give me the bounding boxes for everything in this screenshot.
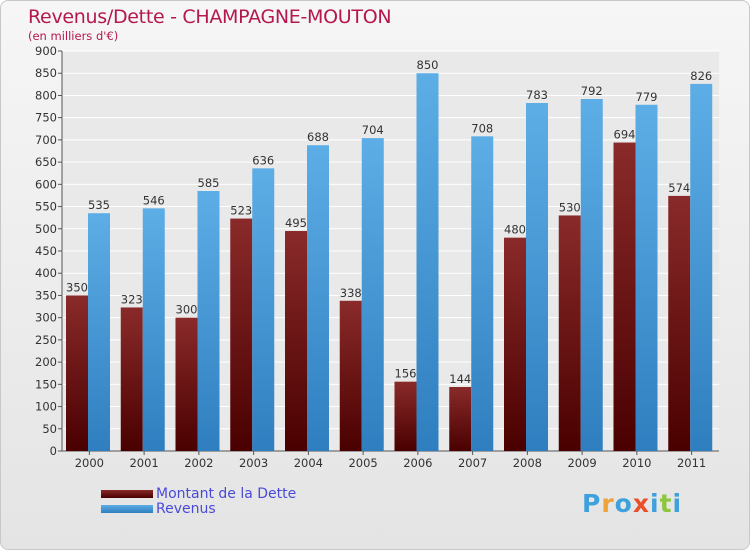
bar-revenue bbox=[690, 83, 713, 451]
y-tick-label: 900 bbox=[35, 44, 57, 58]
bar-revenue bbox=[471, 136, 494, 452]
data-label-revenue: 826 bbox=[690, 69, 712, 83]
bar-revenue bbox=[361, 138, 384, 451]
logo-letter: x bbox=[632, 489, 650, 518]
logo-letter: o bbox=[614, 489, 633, 518]
legend-swatch-debt bbox=[101, 490, 153, 498]
legend-label-debt: Montant de la Dette bbox=[156, 486, 297, 502]
y-tick-label: 650 bbox=[35, 155, 57, 169]
legend-label-revenue: Revenus bbox=[156, 501, 216, 517]
data-label-debt: 480 bbox=[504, 223, 526, 237]
y-tick-label: 500 bbox=[35, 222, 57, 236]
chart-subtitle: (en milliers d'€) bbox=[28, 29, 119, 43]
bar-revenue bbox=[142, 208, 165, 451]
bar-debt bbox=[613, 142, 636, 452]
data-label-revenue: 535 bbox=[88, 198, 110, 212]
data-label-revenue: 688 bbox=[307, 130, 329, 144]
data-label-debt: 144 bbox=[449, 372, 471, 386]
logo-letter: i bbox=[650, 489, 660, 518]
data-label-debt: 574 bbox=[668, 181, 690, 195]
y-tick-label: 600 bbox=[35, 177, 57, 191]
chart-title: Revenus/Dette - CHAMPAGNE-MOUTON bbox=[28, 6, 392, 28]
data-label-revenue: 704 bbox=[362, 123, 384, 137]
y-tick-label: 750 bbox=[35, 111, 57, 125]
data-label-revenue: 792 bbox=[581, 84, 603, 98]
proxiti-logo: Proxiti bbox=[582, 489, 682, 518]
data-label-debt: 156 bbox=[395, 367, 417, 381]
bar-debt bbox=[339, 300, 362, 451]
bar-debt bbox=[668, 195, 691, 451]
y-tick-label: 0 bbox=[50, 444, 57, 458]
data-label-revenue: 783 bbox=[526, 88, 548, 102]
data-label-revenue: 636 bbox=[252, 153, 274, 167]
x-tick-label: 2009 bbox=[567, 456, 596, 470]
bar-debt bbox=[230, 218, 253, 451]
bar-debt bbox=[394, 381, 417, 451]
y-tick-label: 200 bbox=[35, 355, 57, 369]
bar-debt bbox=[120, 307, 143, 451]
data-label-revenue: 850 bbox=[417, 58, 439, 72]
logo-letter: P bbox=[582, 489, 602, 518]
y-tick-label: 400 bbox=[35, 266, 57, 280]
data-label-debt: 323 bbox=[121, 292, 143, 306]
x-tick-label: 2001 bbox=[129, 456, 158, 470]
data-label-debt: 523 bbox=[230, 204, 252, 218]
legend-swatch-revenue bbox=[101, 505, 153, 513]
x-tick-label: 2010 bbox=[622, 456, 651, 470]
bar-revenue bbox=[635, 104, 658, 452]
y-tick-label: 150 bbox=[35, 377, 57, 391]
bar-revenue bbox=[252, 168, 275, 452]
x-tick-label: 2005 bbox=[348, 456, 377, 470]
x-tick-label: 2011 bbox=[677, 456, 706, 470]
bar-debt bbox=[66, 295, 88, 451]
y-tick-label: 50 bbox=[42, 422, 57, 436]
data-label-debt: 338 bbox=[340, 286, 362, 300]
data-label-debt: 350 bbox=[66, 280, 88, 294]
data-label-debt: 495 bbox=[285, 216, 307, 230]
bar-revenue bbox=[526, 103, 548, 451]
bar-debt bbox=[558, 215, 581, 451]
y-tick-label: 850 bbox=[35, 66, 57, 80]
data-label-debt: 530 bbox=[559, 200, 581, 214]
x-tick-label: 2004 bbox=[294, 456, 323, 470]
bar-revenue bbox=[307, 145, 329, 451]
bar-revenue bbox=[416, 73, 439, 451]
bar-revenue bbox=[197, 191, 220, 451]
data-label-revenue: 779 bbox=[636, 90, 658, 104]
data-label-debt: 300 bbox=[176, 303, 198, 317]
x-tick-label: 2006 bbox=[403, 456, 432, 470]
x-tick-label: 2000 bbox=[75, 456, 104, 470]
y-tick-label: 350 bbox=[35, 288, 57, 302]
logo-letter: r bbox=[601, 489, 615, 518]
bar-debt bbox=[285, 231, 307, 451]
y-tick-label: 550 bbox=[35, 200, 57, 214]
x-tick-label: 2002 bbox=[184, 456, 213, 470]
data-label-revenue: 708 bbox=[471, 121, 493, 135]
bar-revenue bbox=[88, 213, 110, 451]
data-label-revenue: 546 bbox=[143, 193, 165, 207]
y-tick-label: 250 bbox=[35, 333, 57, 347]
logo-letter: t bbox=[659, 489, 673, 518]
bar-debt bbox=[175, 317, 198, 451]
y-tick-label: 800 bbox=[35, 88, 57, 102]
y-tick-label: 100 bbox=[35, 400, 57, 414]
y-tick-label: 300 bbox=[35, 311, 57, 325]
bar-debt bbox=[449, 387, 472, 451]
y-tick-label: 700 bbox=[35, 133, 57, 147]
y-tick-label: 450 bbox=[35, 244, 57, 258]
logo-letter: i bbox=[672, 489, 683, 518]
data-label-debt: 694 bbox=[614, 128, 636, 142]
bar-revenue bbox=[580, 99, 603, 451]
x-tick-label: 2003 bbox=[239, 456, 268, 470]
data-label-revenue: 585 bbox=[198, 176, 220, 190]
x-tick-label: 2008 bbox=[513, 456, 542, 470]
bar-debt bbox=[504, 237, 526, 451]
x-tick-label: 2007 bbox=[458, 456, 487, 470]
